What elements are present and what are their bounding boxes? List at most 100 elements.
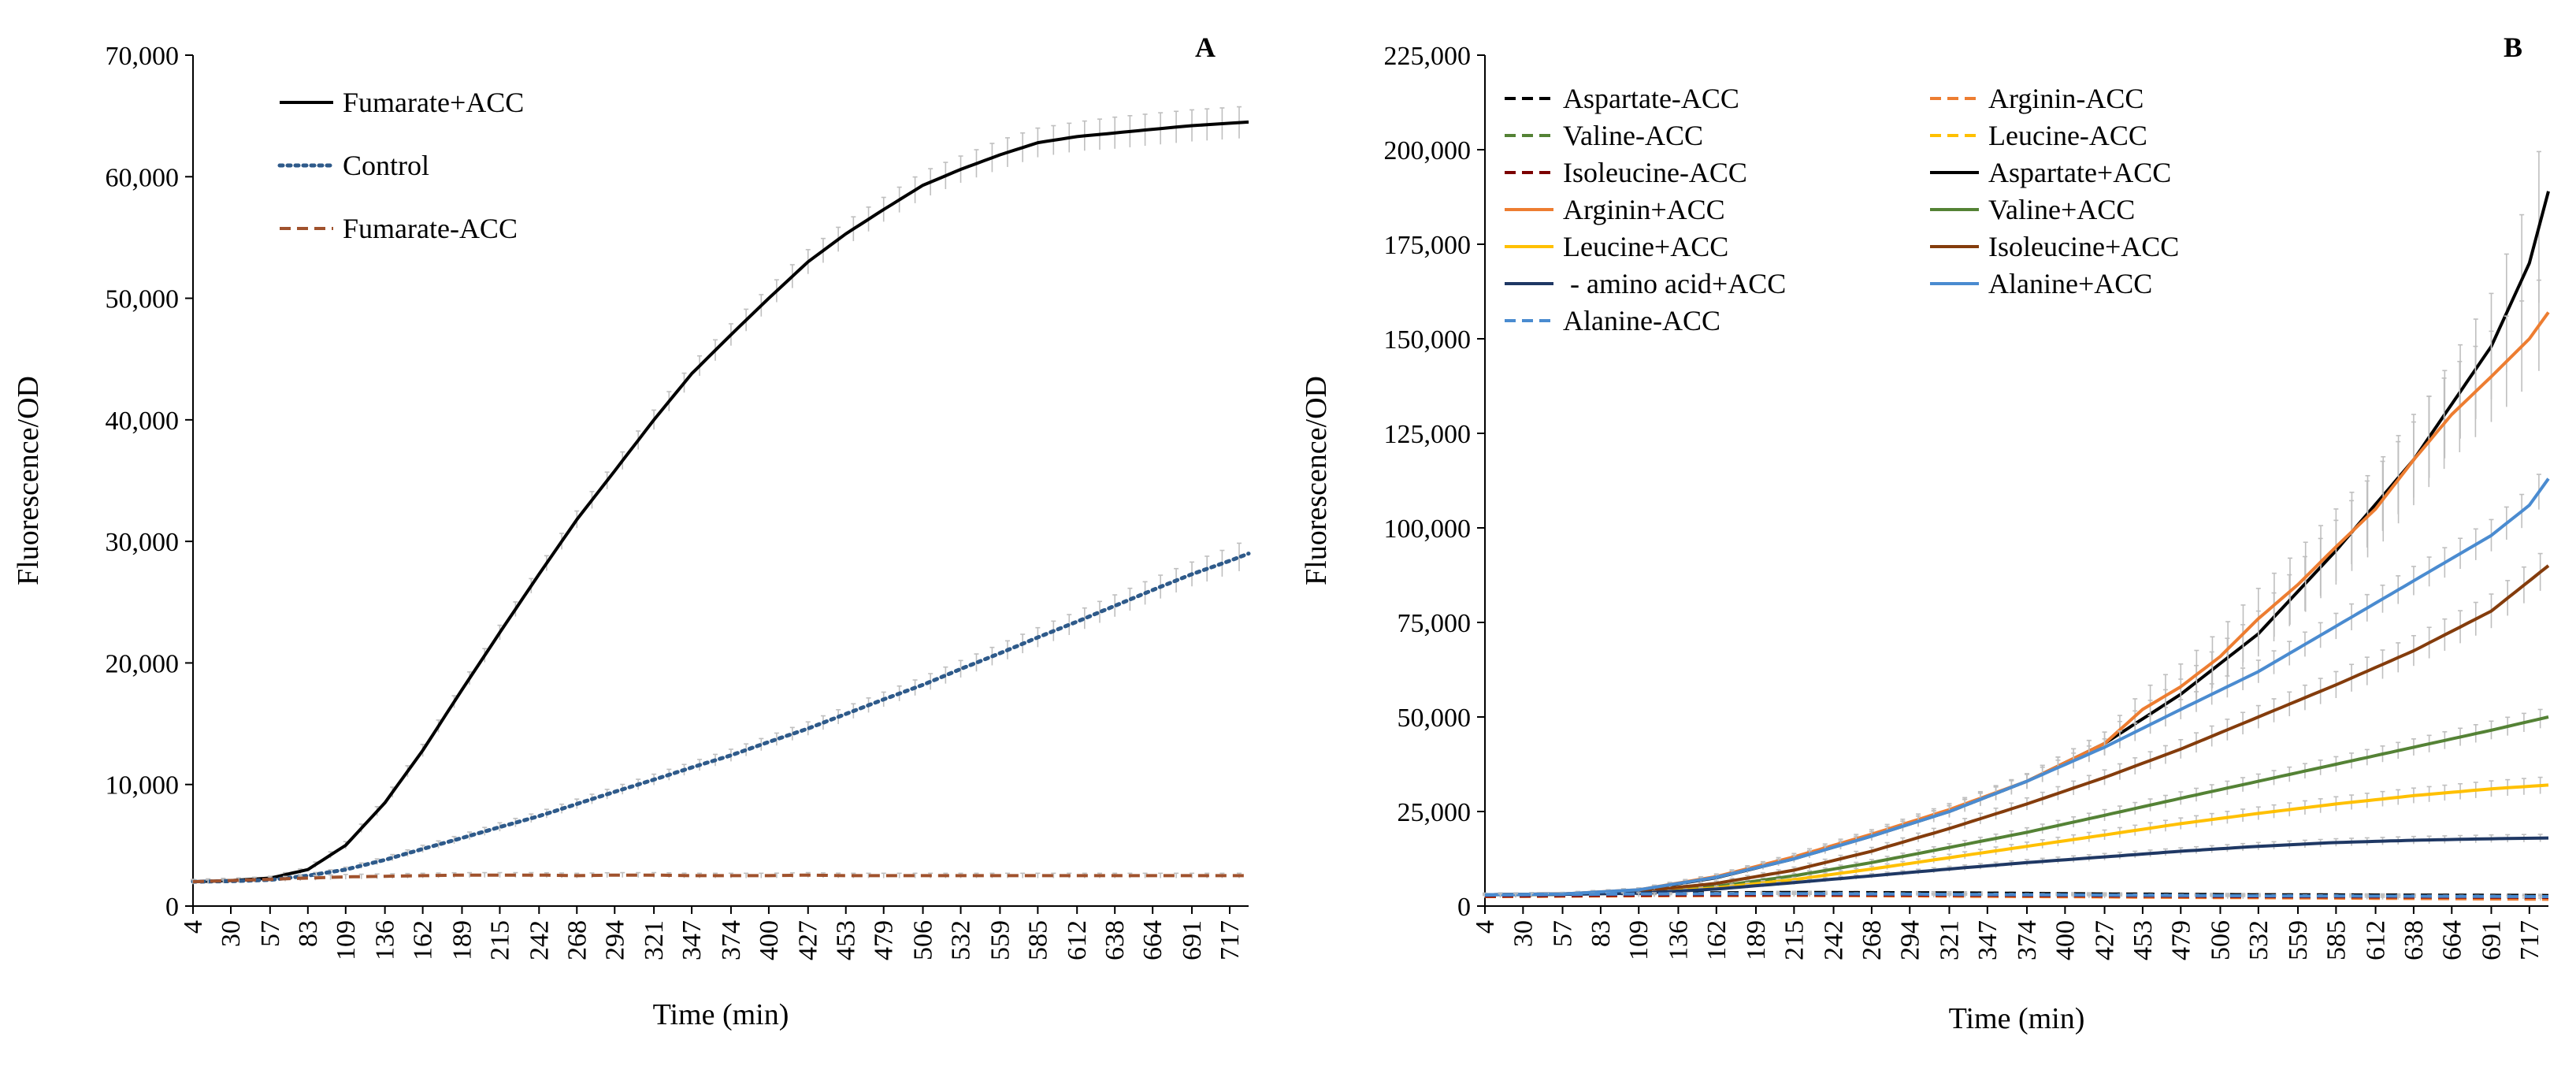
x-tick-label: 57 (256, 920, 285, 947)
legend-label: Valine-ACC (1563, 120, 1703, 151)
x-tick-label: 136 (371, 920, 400, 960)
legend-label: Arginin-ACC (1988, 83, 2144, 114)
x-tick-label: 638 (2400, 920, 2429, 960)
x-tick-label: 453 (832, 920, 861, 960)
series-line-alanine-acc (1484, 477, 2550, 897)
legend-label: Isoleucine-ACC (1563, 157, 1747, 188)
x-tick-label: 506 (2206, 920, 2235, 960)
x-tick-label: 559 (2284, 920, 2313, 960)
x-tick-label: 4 (179, 920, 208, 934)
legend-label: Alanine+ACC (1988, 268, 2152, 299)
legend-entry-leucine-acc: Leucine-ACC (1930, 120, 2147, 151)
x-tick-label: 691 (2477, 920, 2506, 960)
x-tick-label: 347 (1973, 920, 2003, 960)
y-tick-label: 50,000 (106, 285, 180, 314)
x-tick-label: 30 (217, 920, 246, 947)
legend-entry-aspartate-acc: Aspartate+ACC (1930, 157, 2171, 188)
x-tick-label: 479 (2166, 920, 2196, 960)
legend-label: Alanine-ACC (1563, 305, 1720, 336)
legend-entry-arginin-acc: Arginin+ACC (1505, 194, 1725, 225)
x-tick-label: 374 (2013, 920, 2042, 960)
legend-entry-valine-acc: Valine-ACC (1505, 120, 1703, 151)
x-tick-label: 612 (1063, 920, 1092, 960)
chart-panel-a: 0 10,000 20,000 30,000 40,000 50,000 60,000 70,… (12, 32, 1251, 1031)
x-tick-label: 638 (1101, 920, 1130, 960)
x-tick-label: 321 (1935, 920, 1964, 960)
legend-entry-amino-acid-acc: - amino acid+ACC (1505, 268, 1786, 299)
x-tick-label: 57 (1549, 920, 1578, 947)
series-leucine-acc (1483, 776, 2549, 897)
x-tick-label: 83 (294, 920, 323, 947)
legend-label: Fumarate-ACC (343, 213, 518, 244)
x-tick-label: 294 (600, 920, 629, 960)
x-tick-label: 109 (1624, 920, 1654, 960)
legend-entry-isoleucine-acc: Isoleucine+ACC (1930, 231, 2179, 262)
series-control (191, 542, 1251, 884)
y-tick-label: 225,000 (1384, 42, 1472, 71)
legend-label: Aspartate-ACC (1563, 83, 1739, 114)
y-axis-label: Fluorescence/OD (12, 376, 45, 585)
y-tick-label: 50,000 (1397, 704, 1472, 733)
series-arginin-acc (1483, 279, 2550, 897)
series-line-fumarate-acc (192, 120, 1249, 884)
y-tick-label: 0 (1457, 893, 1471, 922)
x-tick-label: 242 (525, 920, 554, 960)
legend-label: Leucine-ACC (1988, 120, 2147, 151)
legend-label: Valine+ACC (1988, 194, 2135, 225)
legend-label: - amino acid+ACC (1563, 268, 1786, 299)
x-tick-label: 109 (332, 920, 361, 960)
x-tick-label: 162 (1702, 920, 1732, 960)
series-fumarate-acc (191, 106, 1249, 884)
x-tick-label: 532 (947, 920, 976, 960)
legend-entry-fumarate-acc: Fumarate+ACC (280, 87, 524, 118)
x-tick-label: 664 (2437, 920, 2467, 960)
error-bars-control (191, 542, 1242, 883)
x-tick-label: 691 (1178, 920, 1207, 960)
x-tick-label: 400 (755, 920, 784, 960)
x-tick-label: 189 (447, 920, 477, 960)
y-tick-label: 150,000 (1384, 325, 1472, 355)
y-tick-label: 100,000 (1384, 514, 1472, 544)
legend-entry-alanine-acc: Alanine+ACC (1930, 268, 2152, 299)
y-tick-label: 0 (165, 893, 179, 922)
legend-label: Isoleucine+ACC (1988, 231, 2179, 262)
x-tick-label: 347 (677, 920, 707, 960)
x-tick-label: 479 (870, 920, 899, 960)
x-tick-label: 374 (717, 920, 746, 960)
x-tick-label: 717 (2515, 920, 2544, 960)
series-alanine-acc (1483, 891, 2548, 898)
x-tick-label: 30 (1509, 920, 1538, 947)
y-tick-label: 75,000 (1397, 609, 1472, 638)
y-tick-label: 30,000 (106, 528, 180, 557)
legend-label: Leucine+ACC (1563, 231, 1728, 262)
y-tick-label: 20,000 (106, 649, 180, 678)
x-tick-label: 162 (409, 920, 438, 960)
panel-letter: B (2504, 32, 2522, 63)
x-tick-label: 215 (485, 920, 514, 960)
x-tick-label: 506 (909, 920, 938, 960)
x-tick-label: 585 (1023, 920, 1052, 960)
x-tick-label: 4 (1471, 920, 1500, 934)
y-tick-label: 10,000 (106, 771, 180, 800)
legend-entry-leucine-acc: Leucine+ACC (1505, 231, 1728, 262)
series-line-amino-acid-acc (1485, 836, 2549, 897)
x-tick-label: 268 (1858, 920, 1887, 960)
x-tick-label: 215 (1780, 920, 1809, 960)
x-tick-label: 294 (1895, 920, 1925, 960)
y-tick-label: 25,000 (1397, 798, 1472, 827)
legend-entry-arginin-acc: Arginin-ACC (1930, 83, 2144, 114)
series-line-fumarate-acc (192, 873, 1249, 884)
legend-entry-fumarate-acc: Fumarate-ACC (280, 213, 518, 244)
x-tick-label: 585 (2322, 920, 2351, 960)
legend-label: Arginin+ACC (1563, 194, 1725, 225)
x-tick-label: 83 (1587, 920, 1616, 947)
series-line-alanine-acc (1484, 892, 2548, 898)
series-fumarate-acc (191, 871, 1249, 885)
legend-entry-alanine-acc: Alanine-ACC (1505, 305, 1720, 336)
legend-label: Aspartate+ACC (1988, 157, 2171, 188)
x-axis-label: Time (min) (653, 998, 789, 1031)
x-tick-label: 268 (562, 920, 592, 960)
x-tick-label: 136 (1664, 920, 1693, 960)
x-tick-label: 612 (2362, 920, 2391, 960)
